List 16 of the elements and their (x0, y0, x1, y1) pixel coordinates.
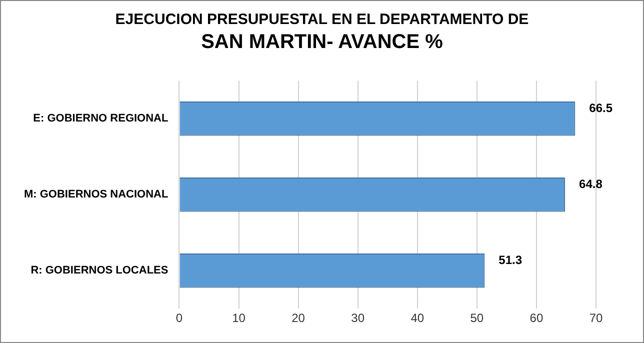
x-tick-label: 50 (470, 311, 484, 326)
y-tick-label: E: GOBIERNO REGIONAL (33, 112, 168, 125)
data-label: 66.5 (589, 100, 613, 115)
y-tick-label: R: GOBIERNOS LOCALES (30, 264, 168, 277)
x-tick-label: 70 (589, 311, 603, 326)
x-tick-label: 0 (176, 311, 183, 326)
data-label: 64.8 (579, 176, 603, 191)
x-tick-label: 10 (232, 311, 246, 326)
x-tick-label: 30 (351, 311, 365, 326)
x-tick-label: 60 (530, 311, 544, 326)
chart-title: EJECUCION PRESUPUESTAL EN EL DEPARTAMENTO DE (114, 11, 530, 28)
chart-subtitle: SAN MARTIN- AVANCE % (200, 31, 444, 54)
y-tick-label: M: GOBIERNOS NACIONAL (24, 188, 168, 201)
x-tick-label: 20 (292, 311, 306, 326)
x-tick-label: 40 (410, 311, 424, 326)
data-label: 51.3 (498, 252, 522, 267)
